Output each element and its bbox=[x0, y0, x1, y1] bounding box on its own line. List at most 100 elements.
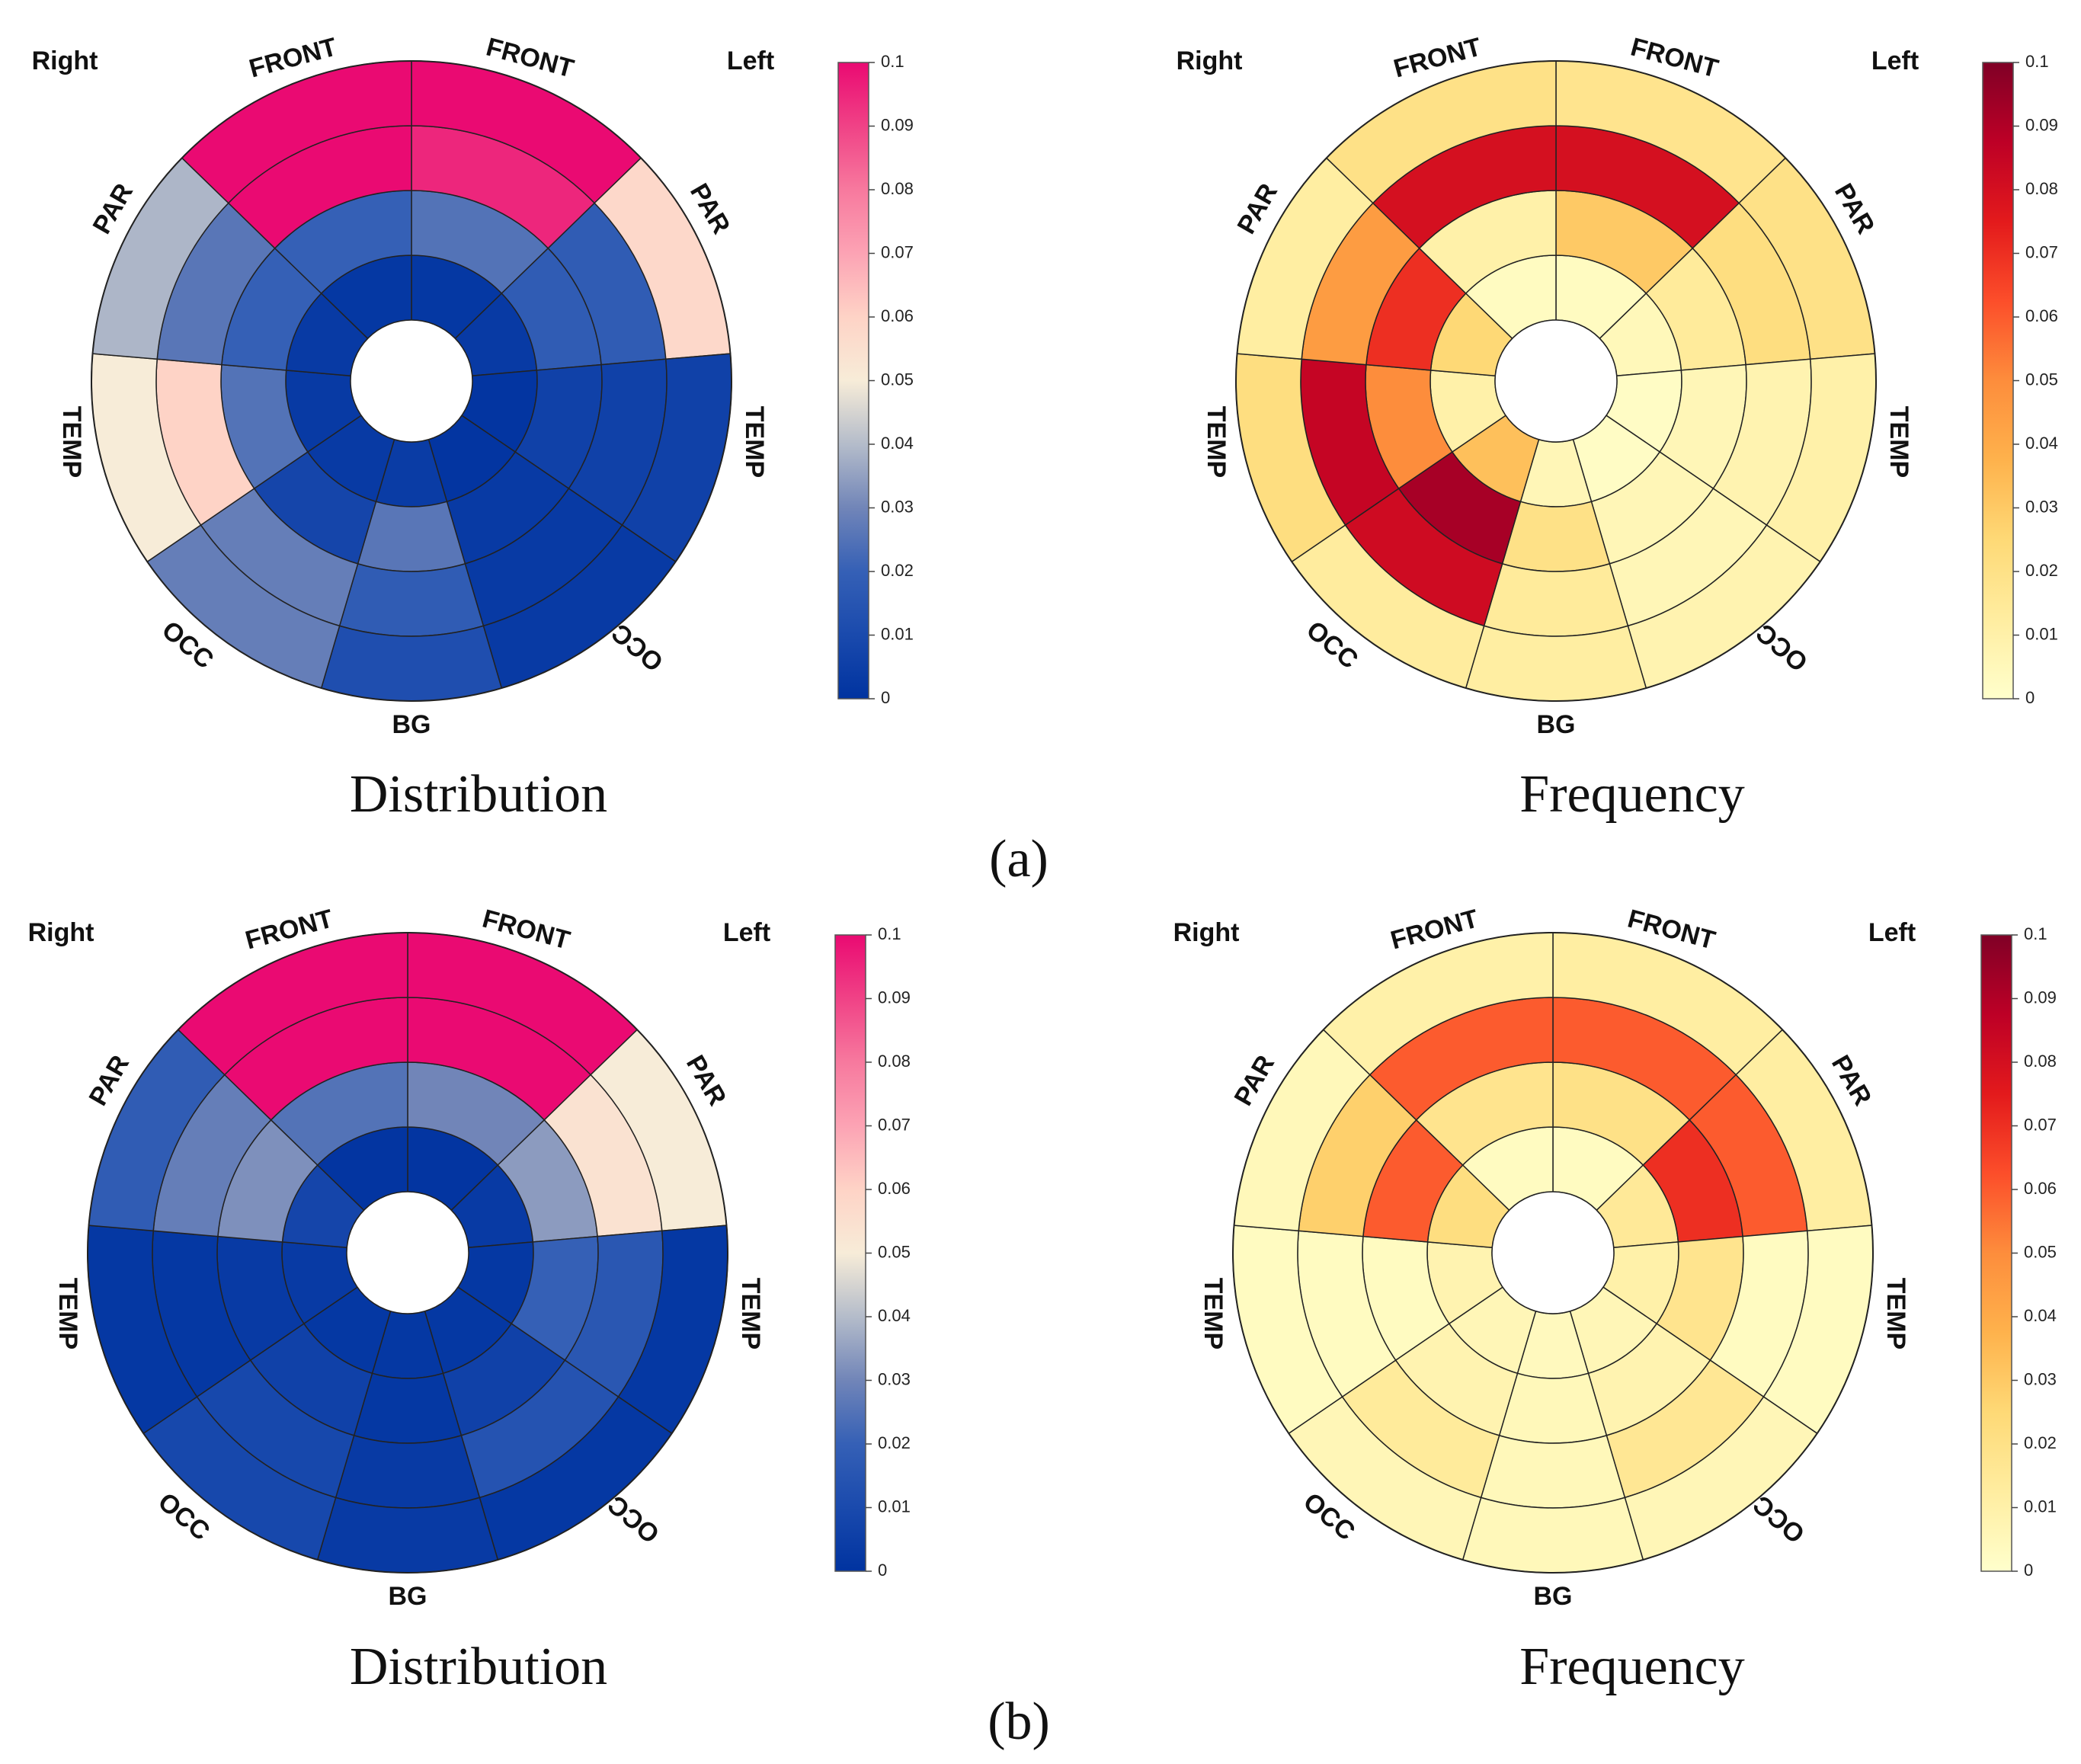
label-bg: BG bbox=[1537, 710, 1576, 739]
label-temp-right: TEMP bbox=[1202, 406, 1231, 478]
cell-bg-ring3 bbox=[335, 1434, 481, 1509]
colorbar-tick-label: 0 bbox=[881, 688, 890, 707]
colorbar-tick-label: 0.04 bbox=[2025, 434, 2058, 453]
colorbar-tick-label: 0.09 bbox=[2025, 115, 2058, 134]
colorbar-tick-label: 0.1 bbox=[2025, 52, 2049, 71]
label-temp-left: TEMP bbox=[1884, 406, 1913, 478]
bullseye-outline bbox=[91, 60, 732, 702]
caption-b: (b) bbox=[988, 1692, 1050, 1751]
label-left: Left bbox=[1868, 918, 1916, 947]
colorbar-tick-label: 0.02 bbox=[878, 1433, 911, 1452]
colorbar-tick-label: 0.05 bbox=[2024, 1242, 2057, 1261]
colorbar-tick-label: 0.03 bbox=[878, 1369, 911, 1388]
colorbar-tick-label: 0.08 bbox=[2024, 1052, 2057, 1071]
colorbar-tick-label: 0.01 bbox=[881, 624, 914, 643]
label-temp-right: TEMP bbox=[57, 406, 86, 478]
colorbar-tick-label: 0.01 bbox=[2025, 624, 2058, 643]
label-right: Right bbox=[32, 46, 98, 75]
label-right: Right bbox=[28, 918, 94, 947]
colorbar-tick-label: 0 bbox=[2024, 1561, 2033, 1580]
colorbar-tick-label: 0.04 bbox=[881, 434, 914, 453]
colorbar-tick-label: 0.08 bbox=[878, 1052, 911, 1071]
colorbar-a-distribution bbox=[837, 62, 869, 700]
chart-title: Frequency bbox=[1519, 765, 1744, 824]
colorbar-tick-label: 0.03 bbox=[2025, 497, 2058, 516]
bullseye-outline bbox=[87, 932, 728, 1574]
colorbar-tick-label: 0.02 bbox=[2025, 561, 2058, 580]
colorbar-tick-label: 0.02 bbox=[2024, 1433, 2057, 1452]
cell-bg-ring2 bbox=[1498, 1372, 1608, 1444]
label-left: Left bbox=[1871, 46, 1919, 75]
bullseye-outline bbox=[1232, 932, 1874, 1574]
colorbar-ticks: 0 0.01 0.02 0.03 0.04 0.05 0.06 0.07 0.08 0.09 0.1 bbox=[2013, 52, 2058, 707]
colorbar-tick-label: 0.07 bbox=[2024, 1115, 2057, 1134]
label-bg: BG bbox=[1534, 1582, 1573, 1611]
bullseye-b-frequency bbox=[1232, 932, 1874, 1574]
caption-a: (a) bbox=[989, 830, 1049, 888]
cell-bg-ring3 bbox=[338, 562, 485, 637]
colorbar-tick-label: 0.06 bbox=[2024, 1179, 2057, 1198]
bullseye-center-hole bbox=[1494, 319, 1618, 443]
cell-bg-ring3 bbox=[1480, 1434, 1626, 1509]
colorbar-tick-label: 0.02 bbox=[881, 561, 914, 580]
bullseye-b-distribution bbox=[87, 932, 728, 1574]
colorbar-tick-label: 0.08 bbox=[881, 179, 914, 198]
colorbar-b-frequency bbox=[1980, 934, 2012, 1572]
cell-bg-ring4 bbox=[320, 625, 503, 702]
bullseye-center-hole bbox=[346, 1191, 469, 1314]
label-temp-left: TEMP bbox=[736, 1278, 765, 1349]
panel-a-frequency: Right Left FRONT FRONT PAR PAR TEMP TEMP… bbox=[1177, 32, 2058, 824]
colorbar-tick-label: 0.09 bbox=[878, 988, 911, 1007]
bullseye-center-hole bbox=[350, 319, 473, 443]
bullseye-a-distribution bbox=[91, 60, 732, 702]
panel-a-distribution: Right Left FRONT FRONT PAR PAR TEMP TEMP… bbox=[32, 32, 914, 824]
cell-bg-ring4 bbox=[1465, 625, 1647, 702]
label-right: Right bbox=[1173, 918, 1240, 947]
bullseye-a-frequency bbox=[1235, 60, 1877, 702]
panel-b-frequency: Right Left FRONT FRONT PAR PAR TEMP TEMP… bbox=[1173, 904, 2057, 1696]
colorbar-tick-label: 0.08 bbox=[2025, 179, 2058, 198]
colorbar-tick-label: 0 bbox=[2025, 688, 2035, 707]
chart-title: Frequency bbox=[1519, 1638, 1744, 1696]
colorbar-tick-label: 0.01 bbox=[878, 1497, 911, 1516]
colorbar-tick-label: 0.06 bbox=[881, 306, 914, 325]
colorbar-b-distribution bbox=[834, 934, 866, 1572]
label-bg: BG bbox=[392, 710, 431, 739]
colorbar-tick-label: 0.05 bbox=[881, 370, 914, 389]
colorbar-tick-label: 0.06 bbox=[878, 1179, 911, 1198]
colorbar-tick-label: 0.05 bbox=[878, 1242, 911, 1261]
colorbar-tick-label: 0.07 bbox=[881, 242, 914, 261]
colorbar-tick-label: 0.04 bbox=[878, 1306, 911, 1325]
colorbar-ticks: 0 0.01 0.02 0.03 0.04 0.05 0.06 0.07 0.08 0.09 0.1 bbox=[866, 924, 911, 1580]
label-temp-right: TEMP bbox=[1199, 1278, 1228, 1349]
colorbar-ticks: 0 0.01 0.02 0.03 0.04 0.05 0.06 0.07 0.08 0.09 0.1 bbox=[869, 52, 914, 707]
colorbar-a-frequency bbox=[1982, 62, 2014, 700]
colorbar-tick-label: 0.07 bbox=[878, 1115, 911, 1134]
label-left: Left bbox=[723, 918, 770, 947]
bullseye-center-hole bbox=[1491, 1191, 1615, 1314]
colorbar-tick-label: 0 bbox=[878, 1561, 887, 1580]
label-temp-right: TEMP bbox=[53, 1278, 82, 1349]
label-right: Right bbox=[1177, 46, 1243, 75]
label-temp-left: TEMP bbox=[740, 406, 769, 478]
label-left: Left bbox=[727, 46, 774, 75]
colorbar-tick-label: 0.1 bbox=[881, 52, 904, 71]
colorbar-ticks: 0 0.01 0.02 0.03 0.04 0.05 0.06 0.07 0.08 0.09 0.1 bbox=[2012, 924, 2057, 1580]
cell-bg-ring2 bbox=[353, 1372, 463, 1444]
colorbar-tick-label: 0.1 bbox=[878, 924, 901, 943]
colorbar-tick-label: 0.03 bbox=[881, 497, 914, 516]
colorbar-tick-label: 0.09 bbox=[2024, 988, 2057, 1007]
panel-b-distribution: Right Left FRONT FRONT PAR PAR TEMP TEMP… bbox=[28, 904, 911, 1696]
label-temp-left: TEMP bbox=[1881, 1278, 1910, 1349]
label-bg: BG bbox=[389, 1582, 427, 1611]
colorbar-tick-label: 0.05 bbox=[2025, 370, 2058, 389]
colorbar-tick-label: 0.04 bbox=[2024, 1306, 2057, 1325]
cell-bg-ring3 bbox=[1483, 562, 1629, 637]
cell-bg-ring4 bbox=[316, 1497, 499, 1574]
bullseye-outline bbox=[1235, 60, 1877, 702]
cell-bg-ring2 bbox=[1501, 501, 1611, 572]
colorbar-tick-label: 0.07 bbox=[2025, 242, 2058, 261]
chart-title: Distribution bbox=[350, 765, 607, 824]
cell-bg-ring2 bbox=[357, 501, 466, 572]
